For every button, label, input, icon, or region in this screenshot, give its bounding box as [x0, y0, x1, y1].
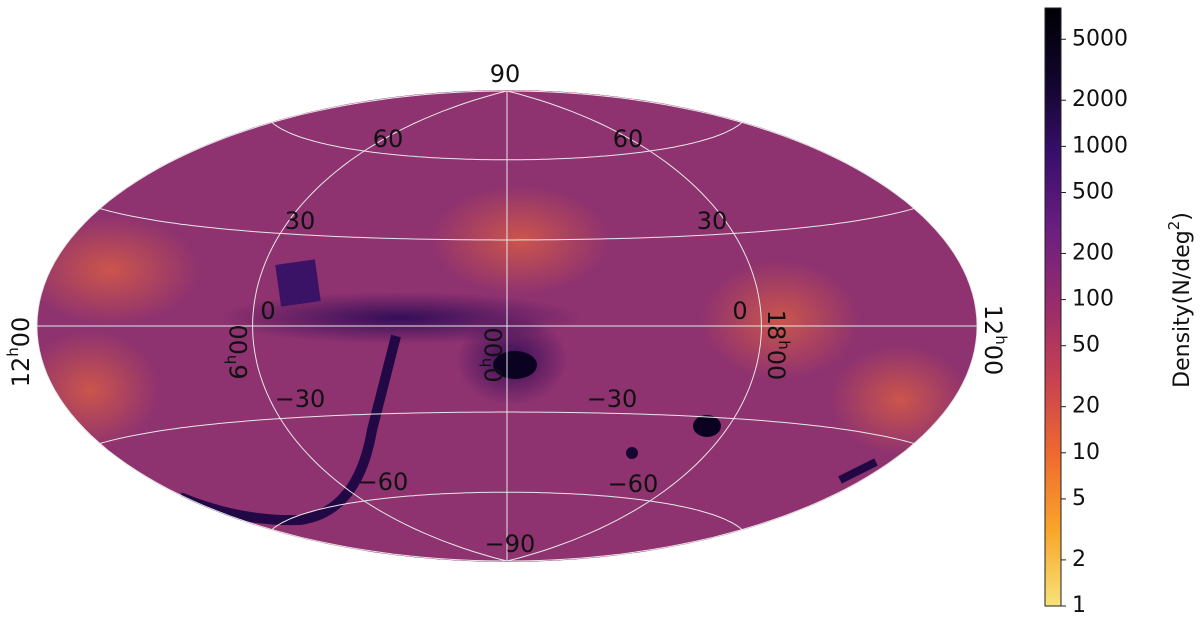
colorbar-scale	[1044, 7, 1062, 607]
latitude-label: −30	[275, 385, 326, 413]
latitude-label: 0	[732, 297, 747, 325]
density-feature	[700, 260, 860, 380]
hours-sup: h	[4, 347, 22, 357]
parallel-line	[271, 491, 743, 530]
density-feature	[178, 334, 401, 526]
graticule	[36, 90, 978, 562]
hours-sup: h	[993, 335, 1011, 345]
latitude-label: −60	[358, 468, 409, 496]
density-feature	[37, 215, 200, 325]
density-feature	[493, 351, 537, 379]
hours-sup: h	[222, 355, 240, 365]
density-feature	[626, 447, 638, 459]
latitude-label: 30	[285, 207, 316, 235]
longitude-label: 6h00	[222, 324, 254, 379]
hours-sup: h	[776, 340, 794, 350]
colorbar: Density(N/deg2) 1 2 5 10 20 50 100 200 500 1000 20…	[1044, 7, 1196, 618]
colorbar-tick-label: 1000	[1072, 133, 1128, 158]
minutes: 00	[7, 317, 35, 348]
longitude-label: 12h00	[4, 317, 36, 388]
colorbar-tick-label: 20	[1072, 394, 1100, 419]
density-feature	[37, 330, 160, 450]
minutes: 00	[480, 327, 508, 358]
longitude-label: 18h00	[762, 310, 794, 381]
longitude-label: 0h00	[477, 327, 509, 382]
latitude-label: −90	[485, 530, 536, 558]
hours: 6	[225, 364, 253, 379]
hours: 0	[480, 367, 508, 382]
latitude-label: −30	[587, 385, 638, 413]
colorbar-label: Density(N/deg2)	[1165, 212, 1196, 388]
density-feature	[275, 259, 321, 307]
hours-sup: h	[477, 358, 495, 368]
hours: 12	[979, 305, 1007, 336]
colorbar-tick-label: 1	[1072, 593, 1086, 618]
density-feature	[838, 458, 878, 484]
colorbar-tick-label: 50	[1072, 333, 1100, 358]
colorbar-tick-label: 500	[1072, 179, 1114, 204]
density-feature	[830, 345, 970, 455]
latitude-label: 60	[373, 125, 404, 153]
latitude-label: 30	[697, 207, 728, 235]
colorbar-tick-label: 200	[1072, 240, 1114, 265]
latitude-label: 0	[260, 297, 275, 325]
colorbar-tick-label: 5	[1072, 486, 1086, 511]
parallel-line	[271, 122, 743, 161]
colorbar-tick-label: 10	[1072, 440, 1100, 465]
latitude-label: 60	[613, 125, 644, 153]
colorbar-tick-label: 2000	[1072, 87, 1128, 112]
hours: 12	[7, 357, 35, 388]
latitude-label: −60	[608, 470, 659, 498]
colorbar-tick-label: 100	[1072, 287, 1114, 312]
colorbar-tick-label: 2	[1072, 547, 1086, 572]
hours: 18	[762, 310, 790, 341]
colorbar-tick-label: 5000	[1072, 26, 1128, 51]
minutes: 00	[979, 345, 1007, 376]
longitude-label: 12h00	[979, 305, 1011, 376]
minutes: 00	[225, 324, 253, 355]
density-feature	[693, 415, 721, 437]
parallel-line	[99, 411, 915, 444]
latitude-label: 90	[490, 60, 521, 88]
parallel-line	[99, 208, 915, 241]
minutes: 00	[762, 350, 790, 381]
